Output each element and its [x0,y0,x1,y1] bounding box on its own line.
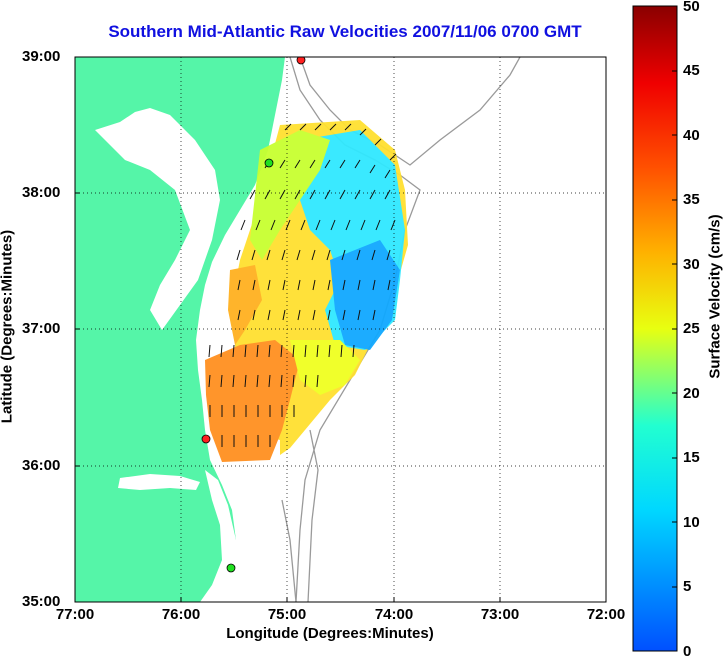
colorbar-tick-label: 35 [683,191,700,208]
colorbar-tick-label: 25 [683,320,700,337]
isobath-contour [281,499,297,602]
station-marker [296,57,306,65]
isobath-contour [307,429,319,602]
station-marker [264,158,274,168]
x-axis-label: Longitude (Degrees:Minutes) [226,625,434,642]
colorbar-tick-label: 5 [683,578,692,595]
axis-ticks [75,192,501,602]
colorbar-tick-label: 10 [683,514,700,531]
x-tick-label: 72:00 [586,606,626,623]
velocity-field [205,120,408,462]
x-tick-label: 77:00 [55,606,95,623]
colorbar-tick-label: 45 [683,62,700,79]
colorbar-ticks [672,5,677,588]
y-tick-label: 38:00 [22,184,61,201]
x-tick-label: 76:00 [161,606,201,623]
y-tick-label: 39:00 [22,48,61,65]
station-marker [226,563,236,573]
y-tick-label: 36:00 [22,457,61,474]
x-tick-label: 75:00 [267,606,307,623]
y-tick-label: 37:00 [22,320,61,337]
colorbar-tick-label: 40 [683,127,700,144]
colorbar-tick-label: 0 [683,643,692,660]
colorbar-tick-label: 20 [683,385,700,402]
x-tick-label: 74:00 [374,606,414,623]
colorbar [632,5,678,652]
station-marker [201,434,211,444]
colorbar-tick-label: 50 [683,0,700,15]
chesapeake-bay [95,108,220,330]
grid-lines [75,57,606,602]
y-tick-label: 35:00 [22,593,61,610]
velocity-vectors [208,123,397,447]
albemarle-sound [118,474,200,490]
colorbar-tick-label: 15 [683,449,700,466]
map-title: Southern Mid-Atlantic Raw Velocities 200… [108,22,582,41]
colorbar-tick-label: 30 [683,256,700,273]
x-tick-label: 73:00 [480,606,520,623]
